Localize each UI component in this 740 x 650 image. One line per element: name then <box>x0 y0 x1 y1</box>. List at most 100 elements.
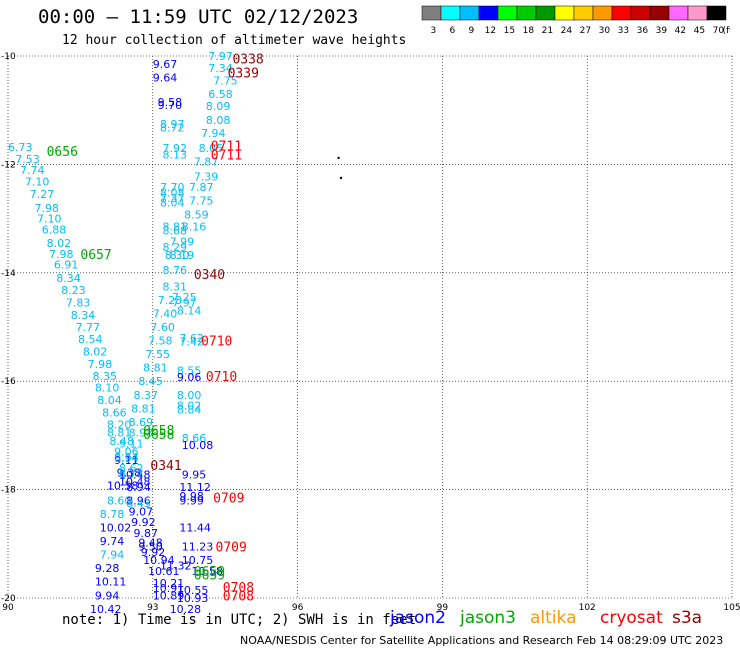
swh-value-label: 7.98 <box>88 358 113 371</box>
track-time-label: 0657 <box>80 248 111 263</box>
x-tick-label: 105 <box>723 603 740 613</box>
swh-value-label: 8.31 <box>162 280 187 293</box>
scale-tick-label: 15 <box>504 26 515 36</box>
swh-value-label: 8.59 <box>184 208 209 221</box>
y-tick-label: -10 <box>1 52 16 62</box>
swh-value-label: 7.77 <box>76 321 101 334</box>
swh-value-label: 9.58 <box>158 96 183 109</box>
swh-value-label: 7.39 <box>194 170 219 183</box>
swh-value-label: 8.81 <box>162 221 187 234</box>
swh-value-label: 8.68 <box>162 225 187 238</box>
swh-value-label: 8.97 <box>160 118 185 131</box>
swh-value-label: 7.34 <box>208 62 233 75</box>
swh-value-label: 8.94 <box>126 481 150 494</box>
swh-value-label: 7.10 <box>37 213 62 226</box>
chart-subtitle: 12 hour collection of altimeter wave hei… <box>62 33 407 48</box>
track-time-label: 0708 <box>223 581 254 596</box>
scale-tick-label: 24 <box>561 26 573 36</box>
y-tick-label: -18 <box>1 486 16 496</box>
swh-value-label: 10.89 <box>153 589 185 602</box>
swh-value-label: 8.43 <box>126 497 150 510</box>
swh-value-label: 10.58 <box>191 565 223 578</box>
swh-value-label: 8.81 <box>143 362 168 375</box>
swh-value-label: 8.23 <box>61 284 86 297</box>
swh-value-label: 8.69 <box>129 416 154 429</box>
swh-value-label: 9.98 <box>179 490 204 503</box>
swh-value-label: 8.96 <box>126 494 150 507</box>
swh-value-label: 7.98 <box>35 202 60 215</box>
swh-value-label: 9.92 <box>141 546 166 559</box>
track-time-label: 0341 <box>150 459 181 474</box>
track-time-label: 0340 <box>194 268 225 283</box>
scale-swatch <box>706 5 727 21</box>
legend-jason3: jason3 <box>460 608 516 628</box>
swh-value-label: 8.04 <box>97 394 122 407</box>
swh-value-label: 8.20 <box>107 419 131 432</box>
scale-tick-label: 33 <box>618 26 629 36</box>
scale-tick-label: 3 <box>431 26 437 36</box>
track-time-label: 0708 <box>223 589 254 604</box>
track-time-label: 0711 <box>211 139 242 154</box>
x-tick-label: 99 <box>437 603 449 613</box>
scale-tick-label: 39 <box>656 26 668 36</box>
x-tick-label: 96 <box>292 603 304 613</box>
credit-line: NOAA/NESDIS Center for Satellite Applica… <box>240 634 724 647</box>
scale-tick-label: 42 <box>675 26 686 36</box>
scale-tick-label: 12 <box>485 26 496 36</box>
swh-value-label: 8.34 <box>56 272 80 285</box>
legend-s3a: s3a <box>672 608 703 628</box>
swh-value-label: 11.23 <box>182 541 214 554</box>
swh-value-label: 9.11 <box>119 438 144 451</box>
swh-value-label: 9.92 <box>131 516 156 529</box>
swh-value-label: 8.84 <box>177 403 202 416</box>
swh-value-label: 9.48 <box>138 537 163 550</box>
legend-cryosat: cryosat <box>600 608 663 628</box>
swh-value-label: 8.94 <box>114 452 139 465</box>
swh-value-label: 8.81 <box>107 427 131 440</box>
swh-value-label: 7.99 <box>170 235 195 248</box>
track-time-label: 0658 <box>143 428 174 443</box>
swh-value-label: 7.60 <box>150 321 175 334</box>
swh-value-label: 9.54 <box>114 451 139 464</box>
track-time-label: 0709 <box>213 492 244 507</box>
swh-value-label: 8.29 <box>162 241 187 254</box>
swh-value-label: 8.72 <box>160 122 185 135</box>
swh-value-label: 7.37 <box>160 192 185 205</box>
track-time-label: 0659 <box>194 569 225 584</box>
swh-value-label: 8.30 <box>165 249 190 262</box>
swh-value-label: 10.55 <box>177 584 209 597</box>
track-time-label: 0659 <box>194 565 225 580</box>
swh-value-label: 8.48 <box>109 435 134 448</box>
swh-value-label: 7.74 <box>20 164 45 177</box>
swh-value-label: 10.48 <box>119 475 151 488</box>
track-time-label: 0658 <box>143 424 174 439</box>
track-time-label: 0711 <box>211 149 242 164</box>
scale-tick-label: 70 <box>713 26 725 36</box>
swh-value-label: 9.06 <box>177 371 202 384</box>
swh-value-label: 8.66 <box>182 432 207 445</box>
swh-value-label: 8.08 <box>160 187 185 200</box>
swh-value-label: 7.27 <box>30 188 55 201</box>
track-time-label: 0339 <box>228 66 259 81</box>
scale-tick-label: 18 <box>523 26 535 36</box>
scale-tick-label: 27 <box>580 26 591 36</box>
legend-altika: altika <box>530 608 577 628</box>
swh-value-label: 7.94 <box>100 549 125 562</box>
swh-value-label: 7.40 <box>153 307 178 320</box>
swh-value-label: 11.32 <box>160 559 192 572</box>
swh-value-label: 10.42 <box>90 603 122 616</box>
scale-tick-label: 30 <box>599 26 611 36</box>
swh-value-label: 7.87 <box>194 156 219 169</box>
swh-value-label: 9.50 <box>138 541 163 554</box>
swh-value-label: 7.42 <box>179 336 204 349</box>
track-time-label: 0338 <box>232 53 263 68</box>
swh-value-label: 9.28 <box>95 562 120 575</box>
swh-value-label: 8.37 <box>133 389 158 402</box>
legend-jason2: jason2 <box>390 608 446 628</box>
track-time-label: 0710 <box>201 335 232 350</box>
swh-value-label: 10.91 <box>153 582 185 595</box>
x-tick-label: 102 <box>579 603 596 613</box>
x-tick-label: 90 <box>2 603 14 613</box>
swh-value-label: 8.13 <box>162 149 187 162</box>
